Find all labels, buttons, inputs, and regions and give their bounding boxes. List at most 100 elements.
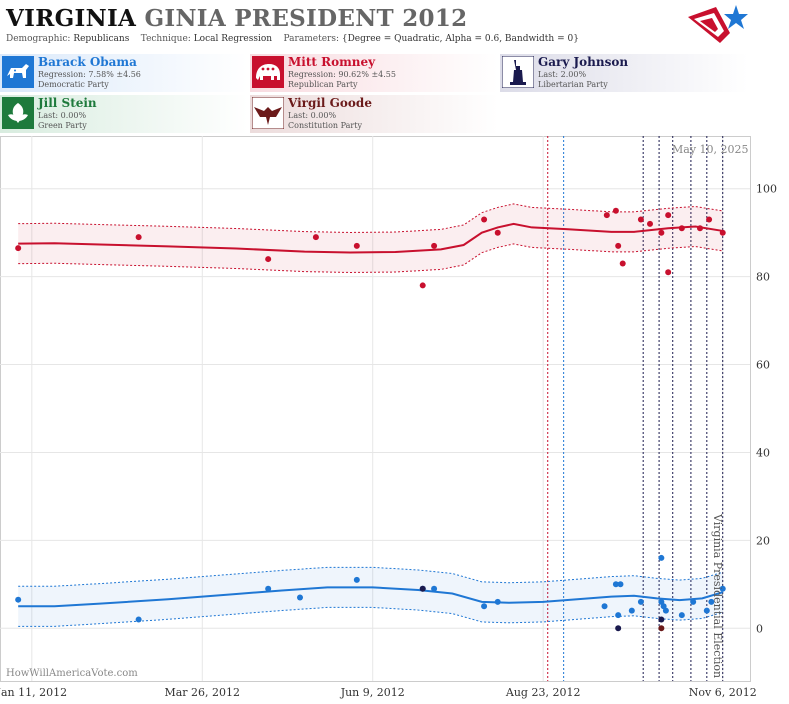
technique-label: Technique: [140, 34, 191, 44]
data-point [697, 225, 703, 232]
page-title: VIRGINIA GINIA PRESIDENT 2012 [6, 5, 467, 32]
data-point [312, 234, 319, 241]
candidate-name: Barack Obama [38, 55, 137, 69]
elephant-icon [252, 56, 284, 88]
data-point [494, 229, 501, 236]
eagle-icon [252, 97, 284, 129]
y-axis-ticks: 0 20 40 60 80 100 [756, 183, 777, 636]
plot-frame [0, 136, 751, 682]
data-point [431, 585, 438, 592]
data-point [719, 229, 726, 236]
technique-value: Local Regression [193, 34, 273, 44]
data-point [353, 242, 360, 249]
title-state: VIRGINIA [6, 5, 137, 32]
candidate-card-stein[interactable]: Jill Stein Last: 0.00% Green Party [0, 95, 248, 133]
data-point [658, 229, 665, 236]
watermark: HowWillAmericaVote.com [6, 668, 138, 679]
data-point [678, 612, 685, 619]
parameters-label: Parameters: [283, 34, 339, 44]
candidate-name: Virgil Goode [288, 96, 372, 110]
data-point [615, 242, 622, 249]
data-point [619, 260, 626, 267]
data-point [615, 612, 622, 619]
demographic-value: Republicans [73, 34, 130, 44]
data-point [612, 207, 619, 214]
data-point [706, 216, 713, 223]
leaf-icon [2, 97, 34, 129]
data-point [135, 616, 142, 623]
x-axis-ticks: Jan 11, 2012 Mar 26, 2012 Jun 9, 2012 Aug 2… [0, 686, 757, 699]
candidate-party: Libertarian Party [538, 80, 608, 89]
candidate-card-goode[interactable]: Virgil Goode Last: 0.00% Constitution Pa… [250, 95, 498, 133]
candidate-party: Constitution Party [288, 121, 362, 130]
poll-markers [547, 136, 724, 681]
data-point [658, 625, 665, 632]
donkey-icon [2, 56, 34, 88]
liberty-statue-icon [502, 56, 534, 88]
data-point [690, 598, 697, 605]
data-point [419, 585, 426, 592]
data-point [15, 596, 22, 603]
data-point [353, 576, 360, 583]
data-point [658, 554, 665, 561]
parameters-value: {Degree = Quadratic, Alpha = 0.6, Bandwi… [341, 34, 579, 44]
candidate-last: Last: 0.00% [38, 111, 87, 120]
confidence-band [18, 203, 723, 273]
star-logo-icon [688, 5, 748, 43]
data-point [419, 282, 426, 289]
data-point [603, 212, 610, 219]
x-tick-label: Nov 6, 2012 [689, 686, 757, 699]
data-point [703, 607, 710, 614]
data-point [615, 625, 622, 632]
data-point [637, 216, 644, 223]
candidate-last: Last: 2.00% [538, 70, 587, 79]
data-point [481, 603, 488, 610]
regression-chart: 0 20 40 60 80 100 Jan 11, 2012 Mar 26, 2012 Jun… [0, 136, 777, 699]
candidate-last: Last: 0.00% [288, 111, 337, 120]
confidence-bands [18, 203, 723, 627]
band-upper [18, 566, 723, 587]
y-tick-label: 60 [756, 359, 770, 372]
trend-lines [18, 222, 724, 608]
date-stamp: May 10, 2025 [672, 143, 749, 156]
candidate-name: Gary Johnson [538, 55, 629, 69]
data-point [647, 220, 653, 227]
candidate-name: Mitt Romney [288, 55, 376, 69]
trend-line [18, 222, 723, 254]
data-point [135, 234, 142, 241]
data-point [628, 607, 635, 614]
election-label: Virginia Presidential Election [711, 513, 724, 678]
candidate-card-romney[interactable]: Mitt Romney Regression: 90.62% ±4.55 Rep… [250, 54, 498, 92]
data-point [617, 581, 624, 588]
y-tick-label: 0 [756, 622, 763, 635]
candidate-party: Green Party [38, 121, 87, 130]
data-point [662, 607, 669, 614]
x-tick-label: Jan 11, 2012 [0, 686, 67, 699]
x-tick-label: Jun 9, 2012 [340, 686, 405, 699]
data-point [708, 598, 715, 605]
trend-line [18, 586, 724, 608]
data-point [494, 598, 501, 605]
data-point [265, 585, 272, 592]
data-point [265, 256, 272, 263]
data-point [658, 616, 665, 623]
title-rest: GINIA PRESIDENT 2012 [144, 5, 468, 32]
band-lower [18, 243, 723, 273]
candidate-party: Democratic Party [38, 80, 109, 89]
candidate-card-johnson[interactable]: Gary Johnson Last: 2.00% Libertarian Par… [500, 54, 748, 92]
band-lower [18, 606, 723, 627]
candidate-party: Republican Party [288, 80, 358, 89]
candidate-regression: Regression: 7.58% ±4.56 [38, 70, 141, 79]
candidate-name: Jill Stein [38, 96, 97, 110]
band-upper [18, 203, 723, 233]
y-tick-label: 80 [756, 271, 770, 284]
data-point [15, 245, 22, 252]
data-point [719, 585, 726, 592]
data-point [665, 269, 672, 276]
data-point [678, 225, 685, 232]
poll-points [15, 207, 726, 632]
data-point [665, 212, 672, 219]
data-point [297, 594, 303, 601]
grid-lines [0, 136, 750, 681]
candidate-card-obama[interactable]: Barack Obama Regression: 7.58% ±4.56 Dem… [0, 54, 248, 92]
